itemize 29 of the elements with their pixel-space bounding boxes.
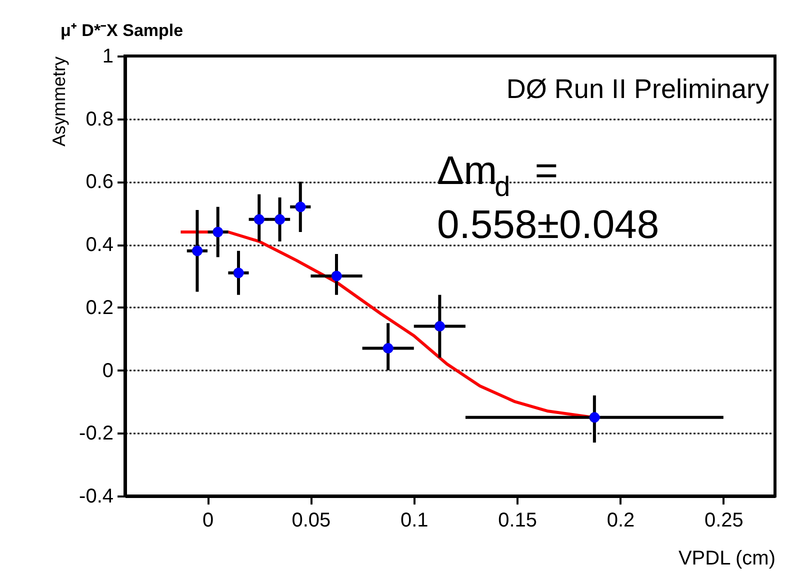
y-tick-label: -0.4 <box>79 486 114 508</box>
x-tick-label: 0.2 <box>606 510 635 532</box>
annotation: 0.558±0.048 <box>437 203 660 247</box>
y-tick-label: -0.2 <box>79 422 114 445</box>
y-tick-label: 0.4 <box>86 234 114 256</box>
chart-title: μ⁺ D*⁻X Sample <box>60 21 184 40</box>
annotation: DØ Run II Preliminary <box>506 74 770 104</box>
point <box>382 343 394 354</box>
point <box>212 226 224 238</box>
x-tick-label: 0 <box>202 510 214 532</box>
point <box>192 246 202 256</box>
x-tick-label: 0.05 <box>292 510 331 532</box>
point <box>434 321 445 332</box>
y-axis-title: Asymmetry <box>49 56 70 146</box>
point <box>254 214 264 225</box>
point <box>233 268 244 278</box>
point <box>331 270 342 282</box>
x-tick-label: 0.25 <box>704 510 744 532</box>
x-tick-label: 0.1 <box>400 510 428 532</box>
y-tick-label: 0.2 <box>86 296 114 319</box>
y-tick-label: 0.8 <box>86 108 114 130</box>
x-axis-title: VPDL (cm) <box>678 548 776 570</box>
y-tick-label: 1 <box>102 46 114 68</box>
y-tick-label: 0.6 <box>86 171 114 194</box>
point <box>295 202 306 212</box>
y-tick-label: 0 <box>102 360 114 382</box>
x-tick-label: 0.15 <box>498 510 538 532</box>
point <box>274 214 286 225</box>
point <box>589 412 600 423</box>
